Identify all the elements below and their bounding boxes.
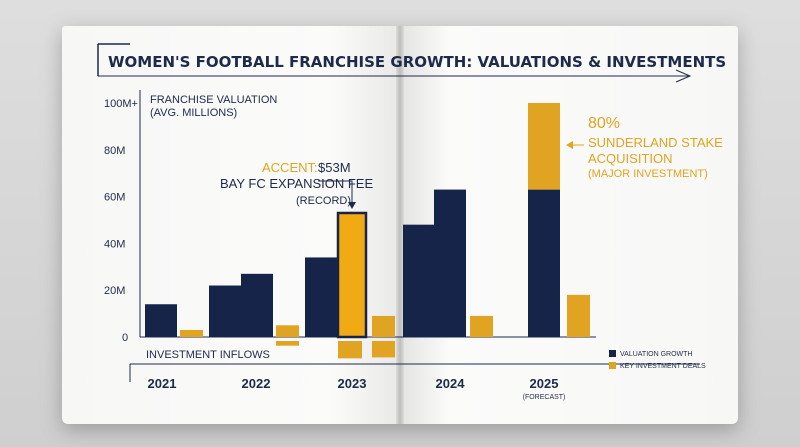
x-tick-sublabel: (FORECAST) [523, 394, 566, 401]
y-axis-label-line1: FRANCHISE VALUATION [150, 94, 277, 106]
annotation-sunderland: 80% SUNDERLAND STAKE ACQUISITION (MAJOR … [566, 115, 723, 180]
bars [145, 103, 590, 359]
y-tick-label: 60M [104, 192, 125, 204]
bar-valuation [305, 257, 337, 337]
inflows-label: INVESTMENT INFLOWS [146, 349, 270, 361]
annotation-bayfc-leader [318, 180, 353, 206]
y-tick-label: 0 [122, 332, 128, 344]
book-spine [396, 26, 404, 424]
y-axis-label-line2: (AVG. MILLIONS) [150, 107, 237, 119]
annotation-sunderland-line2: SUNDERLAND STAKE [588, 135, 723, 150]
legend-swatch-deals [609, 362, 616, 369]
annotation-bayfc-line3: (RECORD) [296, 195, 351, 207]
x-tick-label: 2024 [436, 376, 466, 391]
annotation-bayfc-amount: $53M [318, 160, 351, 175]
bar-valuation [434, 189, 466, 337]
legend-label-deals: KEY INVESTMENT DEALS [620, 363, 706, 370]
bar-investment [372, 315, 395, 337]
bar-investment-stack [528, 103, 560, 190]
y-tick-label: 100M+ [104, 98, 138, 110]
annotation-sunderland-pct: 80% [588, 115, 620, 132]
annotation-sunderland-line3: ACQUISITION [588, 151, 673, 166]
x-labels: 2021 2022 2023 2024 2025 (FORECAST) [148, 376, 566, 401]
bar-investment [470, 315, 493, 337]
annotation-sunderland-line4: (MAJOR INVESTMENT) [588, 168, 708, 180]
bar-valuation-highlight [336, 211, 368, 339]
title-rule-arrow [675, 69, 692, 83]
bar-valuation [209, 285, 241, 337]
x-tick-label: 2022 [242, 376, 271, 391]
annotation-bayfc: ACCENT: $53M BAY FC EXPANSION FEE (RECOR… [220, 160, 373, 209]
legend: VALUATION GROWTH KEY INVESTMENT DEALS [609, 350, 706, 370]
bar-valuation [528, 189, 560, 337]
x-tick-label: 2023 [338, 376, 367, 391]
annotation-bayfc-arrowhead [348, 202, 356, 209]
bar-investment [567, 294, 590, 337]
legend-label-valuation: VALUATION GROWTH [620, 351, 692, 358]
bar-investment [276, 325, 299, 337]
bar-investment-inflow [372, 341, 395, 358]
y-tick-label: 80M [104, 145, 125, 157]
chart-title: WOMEN'S FOOTBALL FRANCHISE GROWTH: VALUA… [108, 53, 726, 71]
bar-investment-inflow [338, 341, 362, 359]
bar-valuation [241, 273, 273, 337]
x-tick-label: 2021 [148, 376, 177, 391]
bar-investment [180, 329, 203, 337]
annotation-sunderland-arrowhead [566, 141, 573, 149]
y-tick-label: 20M [104, 285, 125, 297]
y-tick-label: 40M [104, 238, 125, 250]
bar-valuation [403, 224, 435, 337]
annotation-bayfc-line2: BAY FC EXPANSION FEE [220, 176, 373, 191]
annotation-bayfc-accent: ACCENT: [262, 160, 318, 175]
y-ticks: 0 20M 40M 60M 80M 100M+ [104, 98, 138, 344]
bar-valuation [145, 304, 177, 337]
legend-swatch-valuation [609, 350, 616, 357]
bar-investment-inflow [276, 341, 299, 346]
x-tick-label: 2025 [530, 376, 559, 391]
